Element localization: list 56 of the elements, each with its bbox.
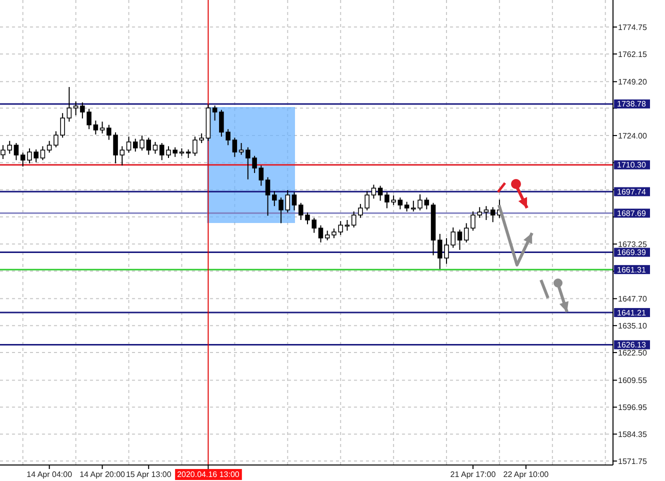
candlestick — [73, 100, 78, 116]
y-tick-label: 1584.35 — [618, 430, 648, 439]
x-tick-label: 14 Apr 04:00 — [26, 470, 73, 479]
candlestick — [66, 86, 72, 122]
y-tick-label: 1571.75 — [618, 456, 648, 466]
candlestick — [100, 121, 105, 134]
x-tick-label: 14 Apr 20:00 — [80, 470, 126, 479]
ref-line-label: 1641.21 — [617, 308, 646, 318]
candlestick — [424, 197, 430, 210]
y-tick-label: 1749.20 — [618, 77, 648, 86]
candlestick — [324, 230, 330, 241]
x-tick-label: 21 Apr 17:00 — [450, 470, 496, 479]
ref-line-label: 1738.78 — [617, 100, 646, 109]
y-tick-label: 1596.95 — [618, 402, 648, 412]
candlestick — [404, 201, 410, 212]
candlestick — [20, 152, 26, 168]
candlestick — [292, 192, 297, 211]
y-tick-label: 1647.70 — [618, 294, 648, 304]
candlestick — [398, 197, 403, 210]
candlestick — [46, 140, 52, 154]
candlestick — [126, 136, 132, 154]
y-tick-label: 1724.00 — [618, 131, 648, 140]
y-tick-label: 1762.15 — [618, 50, 648, 59]
ref-line-label: 1687.69 — [617, 208, 646, 218]
ref-line-label: 1710.30 — [617, 160, 646, 170]
candlestick — [152, 141, 158, 154]
candlestick — [378, 185, 383, 202]
y-tick-label: 1673.25 — [618, 240, 648, 249]
y-tick-label: 1609.55 — [618, 376, 648, 386]
candlestick — [258, 164, 264, 186]
candlestick — [238, 142, 244, 156]
x-tick-label: 15 Apr 13:00 — [126, 470, 172, 479]
candlestick — [371, 184, 376, 200]
candlestick — [212, 105, 218, 122]
candlestick — [40, 146, 46, 161]
candlestick — [457, 229, 462, 250]
ref-line-label: 1697.74 — [617, 187, 646, 196]
candlestick — [232, 137, 238, 158]
candlestick — [351, 210, 356, 228]
candlestick — [265, 176, 270, 216]
ref-line-label: 1669.39 — [617, 248, 646, 258]
candlestick — [285, 190, 290, 214]
ref-line-label: 1661.31 — [617, 265, 646, 274]
ref-line-label: 1626.13 — [617, 340, 646, 350]
candlestick — [14, 142, 19, 161]
candlestick — [344, 219, 350, 232]
candlestick — [490, 206, 496, 223]
x-tick-label: 22 Apr 10:00 — [503, 470, 550, 479]
y-tick-label: 1622.50 — [618, 348, 648, 358]
x-tick-label: 2020.04.16 13:00 — [177, 470, 240, 479]
candlestick — [318, 224, 324, 243]
y-tick-label: 1774.75 — [618, 22, 648, 32]
candlestick — [484, 206, 489, 220]
candlestick — [93, 120, 98, 135]
y-tick-label: 1635.10 — [618, 321, 648, 330]
candlestick — [120, 146, 125, 166]
